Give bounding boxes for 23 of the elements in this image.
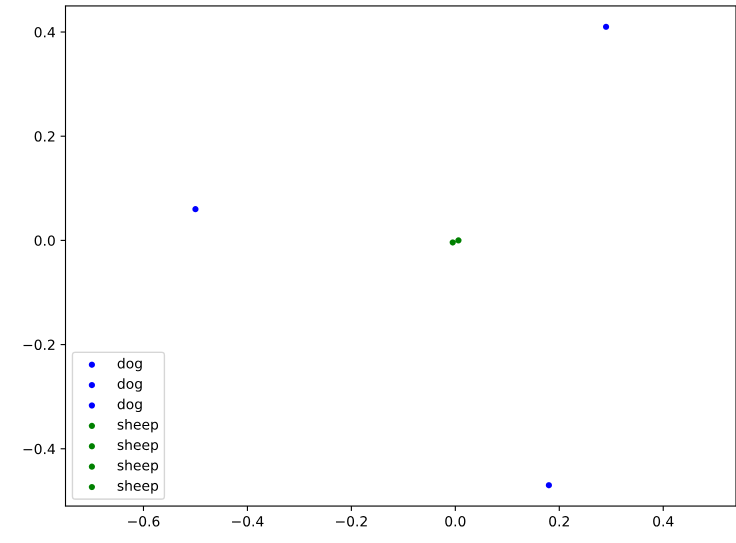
point — [450, 239, 456, 246]
legend-label: sheep — [118, 480, 158, 494]
legend-label: sheep — [118, 460, 158, 474]
x-tick-label: −0.4 — [232, 516, 264, 527]
point — [602, 24, 610, 30]
x-tick-label: −0.6 — [128, 516, 160, 527]
legend-label: dog — [118, 398, 142, 412]
y-tick-label: 0.0 — [34, 235, 55, 246]
legend-label: sheep — [118, 439, 158, 453]
legend-label: dog — [118, 378, 142, 392]
legend-label: sheep — [118, 418, 158, 432]
x-tick-label: 0.4 — [653, 516, 674, 527]
y-tick-label: −0.4 — [24, 444, 55, 454]
y-tick-label: 0.2 — [34, 131, 54, 142]
point — [546, 482, 552, 488]
legend-label: dog — [118, 358, 142, 372]
x-tick-label: 0.2 — [549, 516, 569, 527]
y-tick-label: 0.4 — [34, 26, 56, 38]
x-tick-label: 0.0 — [445, 516, 466, 527]
point — [455, 237, 462, 244]
y-tick-label: −0.2 — [24, 340, 54, 350]
point — [192, 206, 199, 212]
x-tick-label: −0.2 — [336, 516, 367, 527]
